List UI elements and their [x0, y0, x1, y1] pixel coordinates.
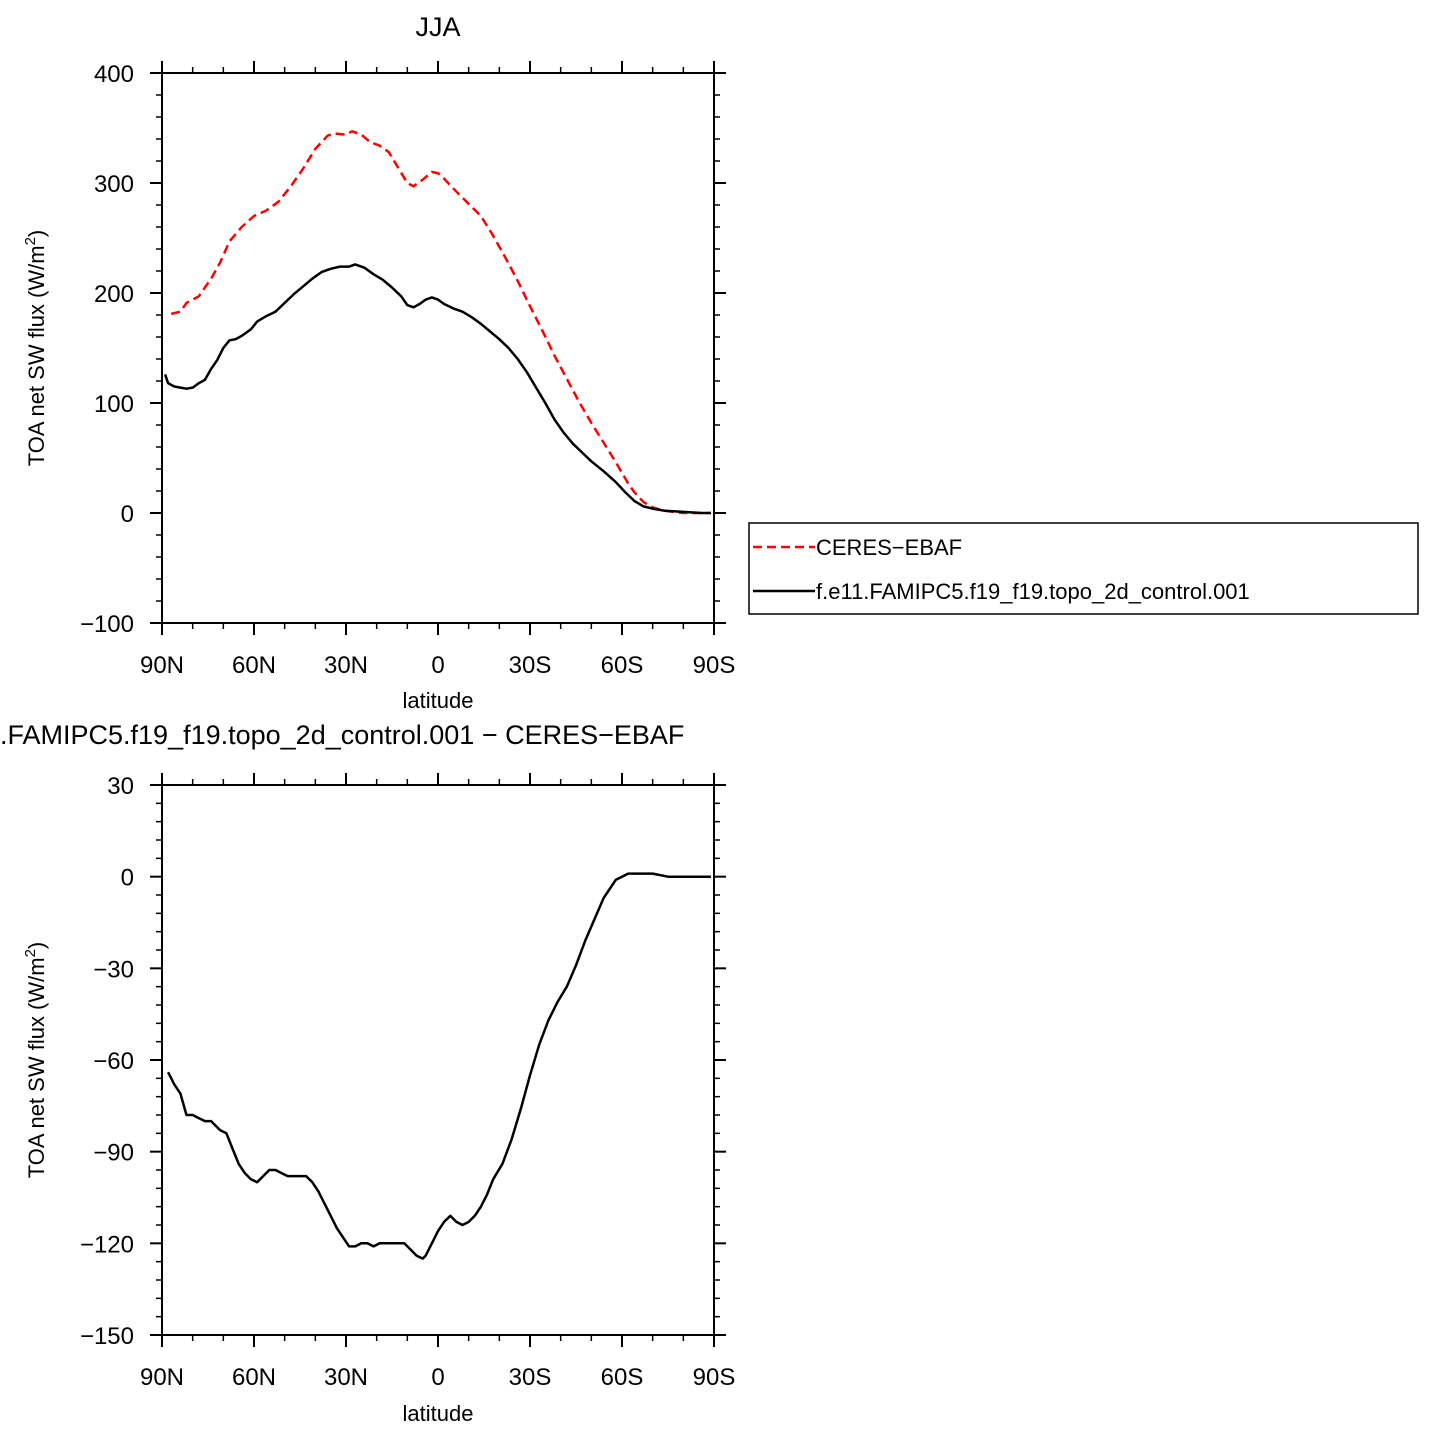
x-tick-label: 90N: [140, 1364, 184, 1391]
x-tick-label: 90N: [140, 652, 184, 679]
top-y-label-end: ): [24, 230, 49, 237]
bottom-panel: .FAMIPC5.f19_f19.topo_2d_control.001 − C…: [0, 720, 735, 1426]
x-tick-label: 90S: [693, 652, 736, 679]
x-tick-label: 30S: [509, 652, 552, 679]
x-tick-label: 60N: [232, 652, 276, 679]
x-tick-label: 30N: [324, 652, 368, 679]
top-y-axis-label: TOA net SW flux (W/m2): [22, 230, 49, 467]
legend-model-label: f.e11.FAMIPC5.f19_f19.topo_2d_control.00…: [816, 579, 1250, 604]
top-y-label-sup: 2: [22, 237, 39, 245]
x-tick-label: 0: [431, 1364, 444, 1391]
y-tick-label: 30: [107, 773, 134, 800]
y-tick-label: −100: [80, 611, 134, 638]
top-x-axis-label: latitude: [403, 688, 474, 713]
top-plot-frame: [161, 72, 715, 624]
bottom-x-axis-label: latitude: [403, 1401, 474, 1426]
x-tick-label: 0: [431, 652, 444, 679]
bottom-y-label-main: TOA net SW flux (W/m: [24, 957, 49, 1178]
y-tick-label: 100: [94, 391, 134, 418]
bottom-plot-frame: [161, 784, 715, 1336]
y-tick-label: 0: [121, 865, 134, 892]
y-tick-label: 200: [94, 281, 134, 308]
y-tick-label: −30: [93, 956, 134, 983]
y-tick-label: −60: [93, 1048, 134, 1075]
legend-box: [748, 522, 1419, 615]
x-tick-label: 60S: [601, 652, 644, 679]
y-tick-label: −150: [80, 1323, 134, 1350]
x-tick-label: 30S: [509, 1364, 552, 1391]
x-tick-label: 90S: [693, 1364, 736, 1391]
y-tick-label: 300: [94, 171, 134, 198]
top-chart-title: JJA: [415, 12, 460, 42]
y-tick-label: −90: [93, 1140, 134, 1167]
bottom-y-axis-label: TOA net SW flux (W/m2): [22, 942, 49, 1179]
bottom-y-label-sup: 2: [22, 949, 39, 957]
y-tick-label: 400: [94, 61, 134, 88]
legend-ceres-label: CERES−EBAF: [816, 535, 962, 560]
top-y-label-main: TOA net SW flux (W/m: [24, 245, 49, 466]
bottom-y-label-end: ): [24, 942, 49, 949]
bottom-chart-title: .FAMIPC5.f19_f19.topo_2d_control.001 − C…: [0, 720, 684, 750]
top-series-line-1: [163, 263, 711, 515]
x-tick-label: 60N: [232, 1364, 276, 1391]
x-tick-label: 30N: [324, 1364, 368, 1391]
y-tick-label: −120: [80, 1231, 134, 1258]
x-tick-label: 60S: [601, 1364, 644, 1391]
y-tick-label: 0: [121, 501, 134, 528]
legend: CERES−EBAF f.e11.FAMIPC5.f19_f19.topo_2d…: [748, 522, 1419, 615]
bottom-series-line-0: [166, 872, 711, 1260]
top-series-line-0: [170, 130, 711, 515]
bottom-series-lines: [166, 872, 711, 1260]
top-series-lines: [163, 130, 711, 515]
